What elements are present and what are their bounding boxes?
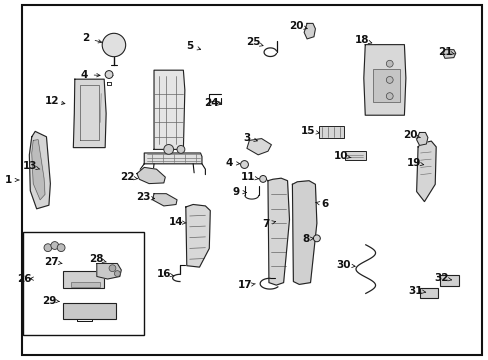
Ellipse shape	[102, 33, 125, 57]
Text: 12: 12	[44, 96, 59, 106]
Polygon shape	[292, 181, 316, 284]
Bar	[23, 232, 144, 335]
Text: 29: 29	[41, 296, 56, 306]
Ellipse shape	[386, 76, 392, 84]
Polygon shape	[304, 23, 315, 39]
Ellipse shape	[57, 244, 65, 252]
Polygon shape	[363, 45, 405, 115]
Text: 22: 22	[120, 172, 134, 182]
Ellipse shape	[313, 235, 320, 242]
Polygon shape	[267, 178, 289, 285]
Ellipse shape	[44, 244, 52, 252]
Text: 27: 27	[44, 257, 59, 267]
Text: 11: 11	[241, 172, 255, 182]
Bar	[62, 303, 116, 319]
Text: 30: 30	[336, 260, 350, 270]
Text: 14: 14	[168, 217, 183, 227]
Polygon shape	[152, 194, 177, 206]
Text: 21: 21	[437, 47, 451, 57]
Text: 23: 23	[136, 192, 150, 202]
Text: 4: 4	[224, 158, 232, 168]
Text: 2: 2	[82, 33, 89, 43]
Text: 32: 32	[433, 273, 448, 283]
Polygon shape	[154, 70, 184, 149]
Text: 15: 15	[301, 126, 315, 136]
Polygon shape	[144, 153, 202, 164]
Bar	[318, 126, 344, 138]
Ellipse shape	[386, 93, 392, 100]
Text: 13: 13	[23, 161, 38, 171]
Bar	[372, 69, 399, 102]
Ellipse shape	[240, 161, 248, 168]
Bar	[439, 275, 458, 286]
Text: 17: 17	[238, 280, 252, 291]
Text: 8: 8	[302, 234, 308, 244]
Ellipse shape	[105, 71, 113, 78]
Polygon shape	[97, 264, 121, 279]
Bar	[345, 151, 365, 160]
Polygon shape	[442, 50, 455, 58]
Polygon shape	[185, 204, 210, 267]
Text: 6: 6	[321, 199, 328, 210]
Text: 20: 20	[403, 130, 417, 140]
Text: 19: 19	[406, 158, 420, 168]
Text: 1: 1	[5, 175, 12, 185]
Text: 18: 18	[354, 35, 368, 45]
Ellipse shape	[386, 60, 392, 67]
Text: 24: 24	[204, 98, 219, 108]
Text: 26: 26	[17, 274, 32, 284]
Text: 31: 31	[407, 285, 422, 296]
Bar	[419, 288, 437, 298]
Polygon shape	[416, 141, 435, 202]
Polygon shape	[246, 139, 271, 155]
Text: 9: 9	[232, 186, 239, 197]
Text: 5: 5	[186, 41, 193, 51]
Ellipse shape	[259, 175, 266, 183]
Polygon shape	[137, 167, 165, 184]
Polygon shape	[73, 79, 106, 148]
Text: 7: 7	[261, 219, 269, 229]
Ellipse shape	[114, 271, 120, 276]
Polygon shape	[416, 132, 427, 145]
Text: 16: 16	[157, 269, 171, 279]
Ellipse shape	[163, 144, 173, 154]
Text: 25: 25	[245, 37, 260, 48]
Bar	[71, 282, 100, 287]
Ellipse shape	[109, 265, 116, 272]
Ellipse shape	[51, 242, 59, 249]
Text: 10: 10	[333, 150, 348, 161]
Text: 28: 28	[89, 254, 104, 264]
Polygon shape	[32, 140, 45, 200]
Text: 3: 3	[243, 132, 250, 143]
Text: 4: 4	[80, 69, 88, 80]
Ellipse shape	[177, 145, 184, 153]
Text: 20: 20	[288, 21, 303, 31]
Bar	[62, 271, 104, 288]
Polygon shape	[29, 131, 50, 209]
